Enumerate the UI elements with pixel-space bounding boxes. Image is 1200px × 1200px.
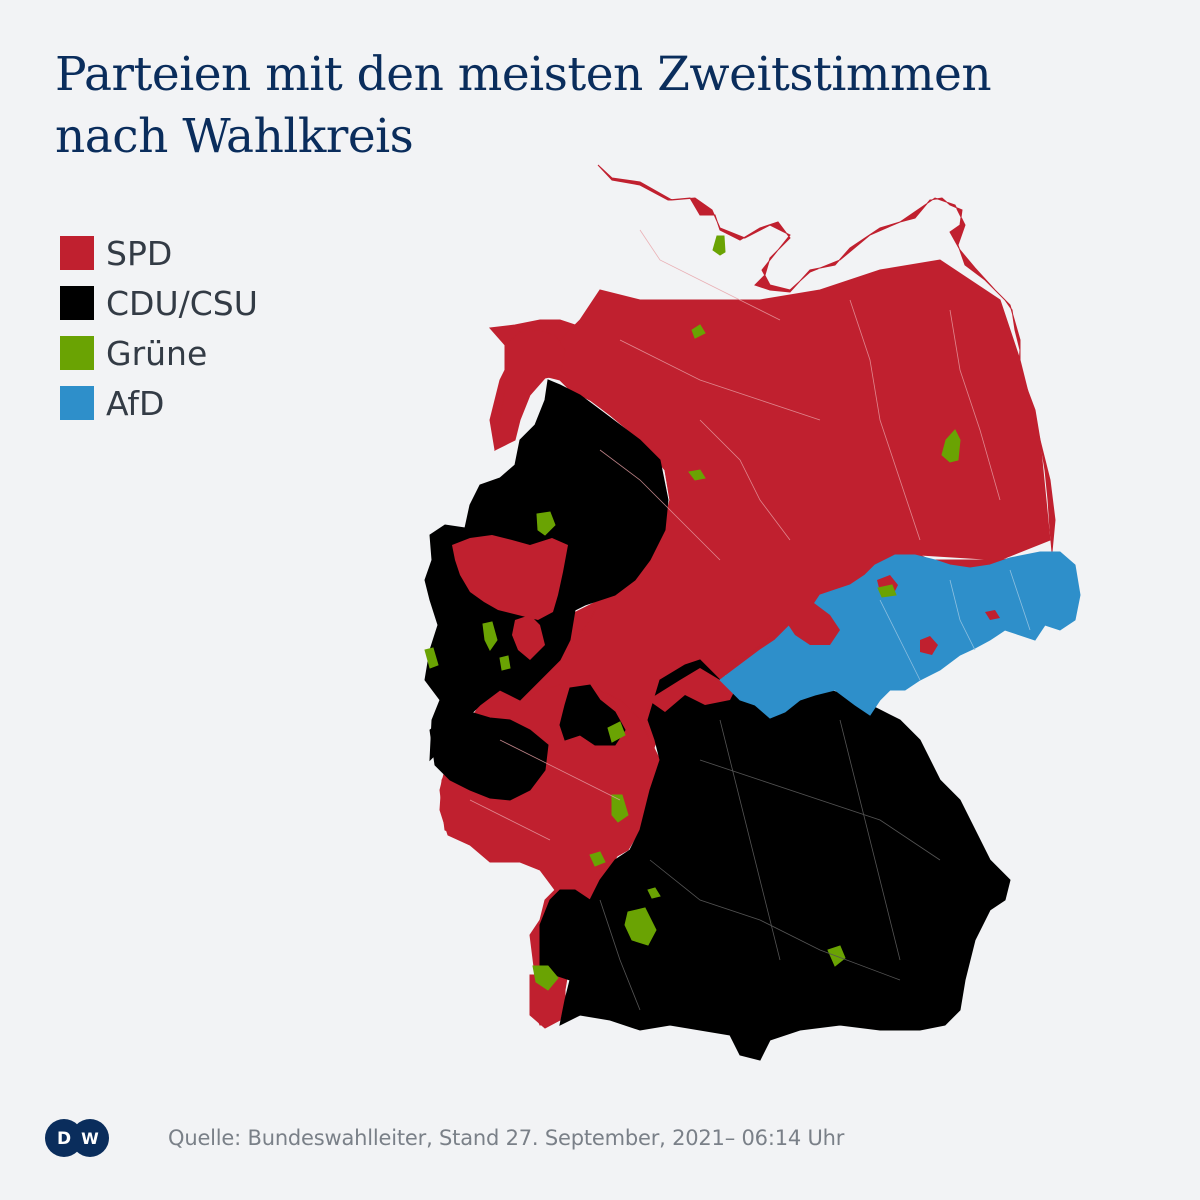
leipzig-area [877, 584, 897, 598]
svg-text:W: W [81, 1129, 99, 1148]
constituency-borders-dark [599, 719, 941, 1011]
page-title: Parteien mit den meisten Zweitstimmen na… [55, 44, 1175, 168]
legend: SPD CDU/CSU Grüne AfD [60, 228, 258, 428]
title-line-2: nach Wahlkreis [55, 109, 414, 164]
svg-text:D: D [57, 1129, 71, 1149]
constituency-borders-afd [879, 569, 1031, 681]
muenster-area [536, 511, 556, 536]
region-afd [719, 551, 1081, 719]
constituency-borders [469, 229, 1001, 841]
hamburg-area [691, 324, 706, 339]
legend-swatch-cdu-csu [60, 286, 94, 320]
region-spd-pockets [452, 535, 735, 712]
legend-swatch-gruene [60, 336, 94, 370]
legend-item-spd: SPD [60, 228, 258, 278]
heilbronn-area [647, 887, 661, 899]
legend-item-afd: AfD [60, 378, 258, 428]
legend-label: Grüne [106, 333, 208, 373]
legend-swatch-spd [60, 236, 94, 270]
koeln-area [482, 621, 498, 651]
legend-item-cdu-csu: CDU/CSU [60, 278, 258, 328]
dw-logo-icon: D W [44, 1118, 112, 1158]
legend-item-gruene: Grüne [60, 328, 258, 378]
region-gruene [424, 235, 961, 991]
kiel-area [712, 235, 726, 256]
aachen-area [424, 647, 439, 669]
berlin-area [941, 429, 961, 463]
frankfurt-area [607, 721, 626, 743]
freiburg-area [532, 965, 559, 991]
legend-swatch-afd [60, 386, 94, 420]
bonn-area [499, 655, 511, 671]
legend-label: AfD [106, 383, 165, 423]
stuttgart-area [624, 907, 657, 946]
hannover-area [688, 469, 706, 481]
legend-label: SPD [106, 233, 173, 273]
heidelberg-area [611, 794, 629, 823]
source-text: Quelle: Bundeswahlleiter, Stand 27. Sept… [168, 1126, 845, 1150]
karlsruhe-area [589, 851, 606, 867]
footer: D W Quelle: Bundeswahlleiter, Stand 27. … [44, 1118, 844, 1158]
title-line-1: Parteien mit den meisten Zweitstimmen [55, 47, 992, 102]
legend-label: CDU/CSU [106, 283, 258, 323]
